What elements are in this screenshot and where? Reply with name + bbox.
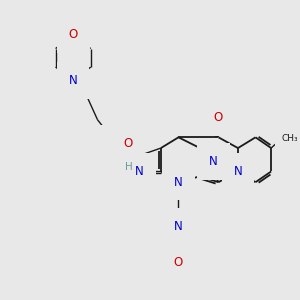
Text: O: O bbox=[174, 256, 183, 269]
Text: O: O bbox=[123, 137, 132, 150]
Text: N: N bbox=[69, 74, 77, 87]
Text: CH₃: CH₃ bbox=[282, 134, 298, 143]
Text: N: N bbox=[112, 137, 120, 150]
Text: N: N bbox=[234, 165, 242, 178]
Text: N: N bbox=[174, 176, 183, 189]
Text: O: O bbox=[68, 28, 78, 41]
Text: O: O bbox=[214, 111, 223, 124]
Text: N: N bbox=[174, 220, 183, 232]
Text: H: H bbox=[125, 162, 133, 172]
Text: N: N bbox=[135, 165, 144, 178]
Text: H: H bbox=[123, 133, 131, 143]
Text: N: N bbox=[209, 155, 218, 168]
